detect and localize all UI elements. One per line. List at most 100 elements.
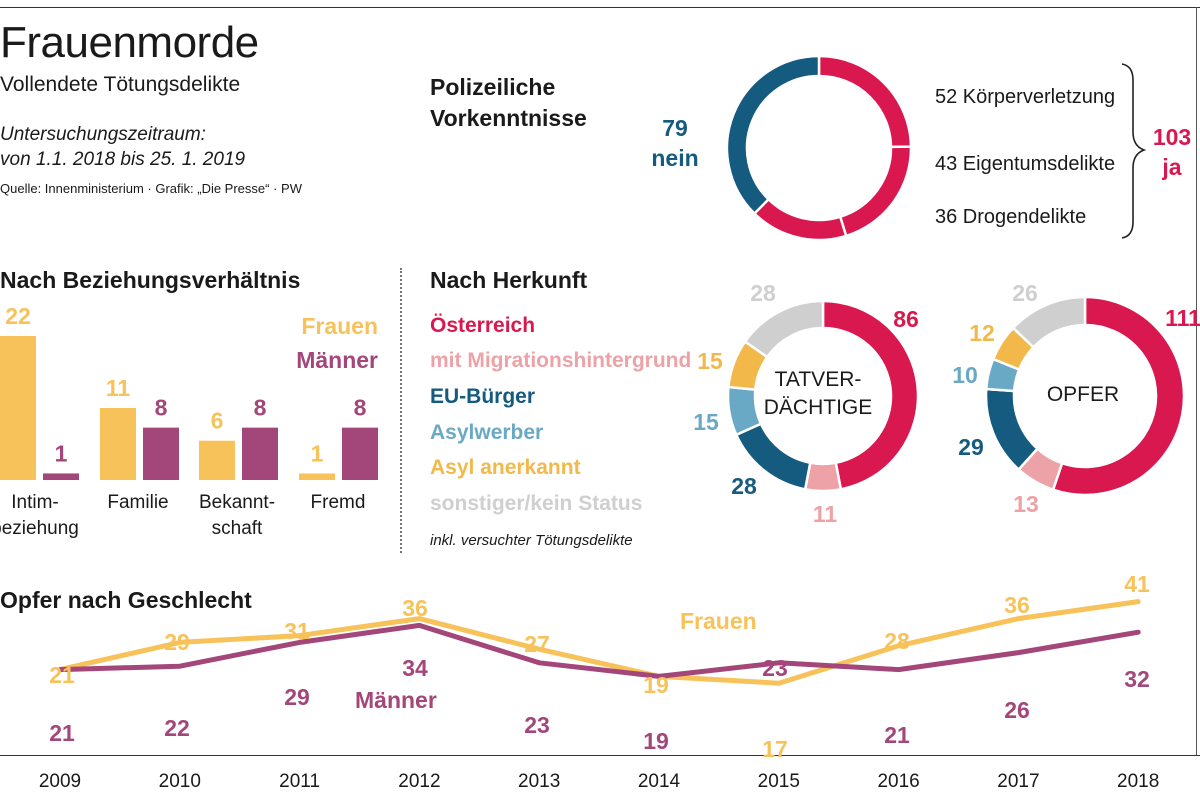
bar-frauen-1 bbox=[0, 336, 36, 480]
x-axis-line bbox=[0, 755, 1200, 756]
category-4-line-1: Fremd bbox=[310, 492, 366, 513]
line-frauen-label-10: 41 bbox=[1124, 571, 1150, 597]
category-label-4: Fremd bbox=[288, 490, 388, 516]
breakdown-2: 43 Eigentumsdelikte bbox=[935, 153, 1116, 175]
bar-frauen-value-2: 11 bbox=[106, 375, 131, 401]
prior-record-donut-slice-1 bbox=[817, 54, 913, 149]
line-frauen-label-5: 27 bbox=[524, 631, 550, 657]
x-tick-2018: 2018 bbox=[1117, 771, 1159, 792]
period-note: Untersuchungszeitraum: von 1.1. 2018 bis… bbox=[0, 122, 245, 172]
page-title: Frauenmorde bbox=[0, 18, 259, 67]
donut-victims-label-4: 10 bbox=[952, 362, 978, 388]
bar-frauen-3 bbox=[199, 440, 235, 480]
x-tick-2016: 2016 bbox=[877, 771, 919, 792]
bar-maenner-value-4: 8 bbox=[354, 395, 367, 421]
x-tick-2013: 2013 bbox=[518, 771, 560, 792]
origin-title: Nach Herkunft bbox=[430, 267, 588, 293]
prior-record-donut-slice-2 bbox=[838, 145, 913, 238]
relationship-title: Nach Beziehungsverhältnis bbox=[0, 267, 301, 293]
prior-record-donut-slice-4 bbox=[725, 54, 821, 216]
top-rule bbox=[0, 7, 1200, 8]
line-maenner-label-7: 23 bbox=[762, 655, 788, 681]
line-maenner-label-9: 26 bbox=[1004, 697, 1030, 723]
ja-brace bbox=[1121, 63, 1147, 239]
donut-suspects-center-line-2: DÄCHTIGE bbox=[763, 396, 873, 419]
x-tick-2015: 2015 bbox=[758, 771, 800, 792]
breakdown-1: 52 Körperverletzung bbox=[935, 86, 1116, 108]
line-frauen-label-6: 19 bbox=[643, 672, 669, 698]
category-label-1: Intim- beziehung bbox=[0, 490, 85, 542]
donut-suspects-label-5: 15 bbox=[697, 348, 723, 374]
nein-value: 79 bbox=[662, 115, 688, 141]
category-1-line-1: Intim- bbox=[11, 492, 59, 513]
donut-victims-label-1: 111 bbox=[1165, 305, 1200, 331]
category-label-3: Bekannt- schaft bbox=[187, 490, 287, 542]
gender-title: Opfer nach Geschlecht bbox=[0, 587, 252, 613]
legend-asyl: Asylwerber bbox=[430, 421, 544, 444]
line-maenner-label-3: 29 bbox=[284, 684, 310, 710]
line-maenner-label-10: 32 bbox=[1124, 666, 1150, 692]
line-maenner-label-2: 22 bbox=[164, 715, 190, 741]
bar-frauen-2 bbox=[100, 408, 136, 480]
bar-maenner-1 bbox=[43, 473, 79, 480]
bar-frauen-value-1: 22 bbox=[5, 303, 31, 329]
line-maenner-label-1: 21 bbox=[49, 720, 75, 746]
legend-frauen: Frauen bbox=[301, 313, 378, 339]
legend-maenner: Männer bbox=[296, 347, 378, 373]
bar-maenner-2 bbox=[143, 427, 179, 480]
bar-frauen-4 bbox=[299, 473, 335, 480]
origin-note: inkl. versuchter Tötungsdelikte bbox=[430, 532, 633, 549]
bar-maenner-value-2: 8 bbox=[155, 395, 168, 421]
donut-victims-slice-6 bbox=[1011, 295, 1087, 349]
bar-frauen-value-4: 1 bbox=[311, 440, 324, 466]
right-rule bbox=[1196, 7, 1197, 755]
donut-suspects-label-2: 11 bbox=[813, 501, 838, 527]
source-note: Quelle: Innenministerium · Grafik: „Die … bbox=[0, 181, 302, 196]
category-2-line-1: Familie bbox=[107, 492, 169, 513]
donut-victims-label-2: 13 bbox=[1013, 491, 1039, 517]
donut-suspects-label-1: 86 bbox=[893, 306, 919, 332]
prior-record-title: Polizeiliche Vorkenntnisse bbox=[430, 74, 587, 131]
x-tick-2012: 2012 bbox=[398, 771, 440, 792]
legend-oesterreich: Österreich bbox=[430, 314, 536, 337]
line-frauen-label-7: 17 bbox=[762, 736, 788, 762]
line-maenner-label-8: 21 bbox=[884, 722, 910, 748]
x-tick-2009: 2009 bbox=[39, 771, 81, 792]
legend-asyl-anerkannt: Asyl anerkannt bbox=[430, 456, 581, 479]
line-frauen-label-8: 28 bbox=[884, 628, 910, 654]
line-maenner-label-6: 19 bbox=[643, 728, 669, 754]
donut-victims-label-6: 26 bbox=[1012, 280, 1038, 306]
line-frauen bbox=[57, 599, 1141, 686]
line-frauen-label-1: 21 bbox=[49, 662, 75, 688]
donut-victims-center: OPFER bbox=[1046, 383, 1120, 406]
line-frauen-label-4: 36 bbox=[402, 595, 428, 621]
prior-record-donut-slice-3 bbox=[752, 197, 848, 242]
donut-victims-slice-1 bbox=[1051, 295, 1186, 497]
nein-text: nein bbox=[651, 145, 699, 171]
x-tick-2017: 2017 bbox=[997, 771, 1039, 792]
panel-divider bbox=[400, 268, 402, 553]
line-maenner-label-4: 34 bbox=[402, 655, 428, 681]
donut-suspects-label-4: 15 bbox=[693, 409, 719, 435]
bar-maenner-value-1: 1 bbox=[55, 440, 68, 466]
donut-victims-label-5: 12 bbox=[969, 320, 995, 346]
line-label-maenner: Männer bbox=[355, 687, 437, 713]
line-label-frauen: Frauen bbox=[680, 608, 757, 634]
bar-maenner-4 bbox=[342, 427, 378, 480]
period-line-1: Untersuchungszeitraum: bbox=[0, 124, 206, 145]
breakdown-3: 36 Drogendelikte bbox=[935, 206, 1087, 228]
ja-value: 103 bbox=[1152, 124, 1192, 150]
donut-victims-label-3: 29 bbox=[958, 434, 984, 460]
period-line-2: von 1.1. 2018 bis 25. 1. 2019 bbox=[0, 149, 246, 170]
donut-suspects-label-3: 28 bbox=[731, 473, 757, 499]
line-frauen-label-2: 29 bbox=[164, 629, 190, 655]
donut-suspects-center: TATVER- DÄCHTIGE bbox=[763, 366, 873, 422]
line-frauen-label-3: 31 bbox=[284, 618, 310, 644]
x-tick-2014: 2014 bbox=[638, 771, 681, 792]
x-tick-2010: 2010 bbox=[159, 771, 201, 792]
category-1-line-2: beziehung bbox=[0, 518, 79, 539]
line-frauen-label-9: 36 bbox=[1004, 592, 1030, 618]
legend-migration: mit Migrationshintergrund bbox=[430, 349, 692, 372]
bar-maenner-3 bbox=[242, 427, 278, 480]
